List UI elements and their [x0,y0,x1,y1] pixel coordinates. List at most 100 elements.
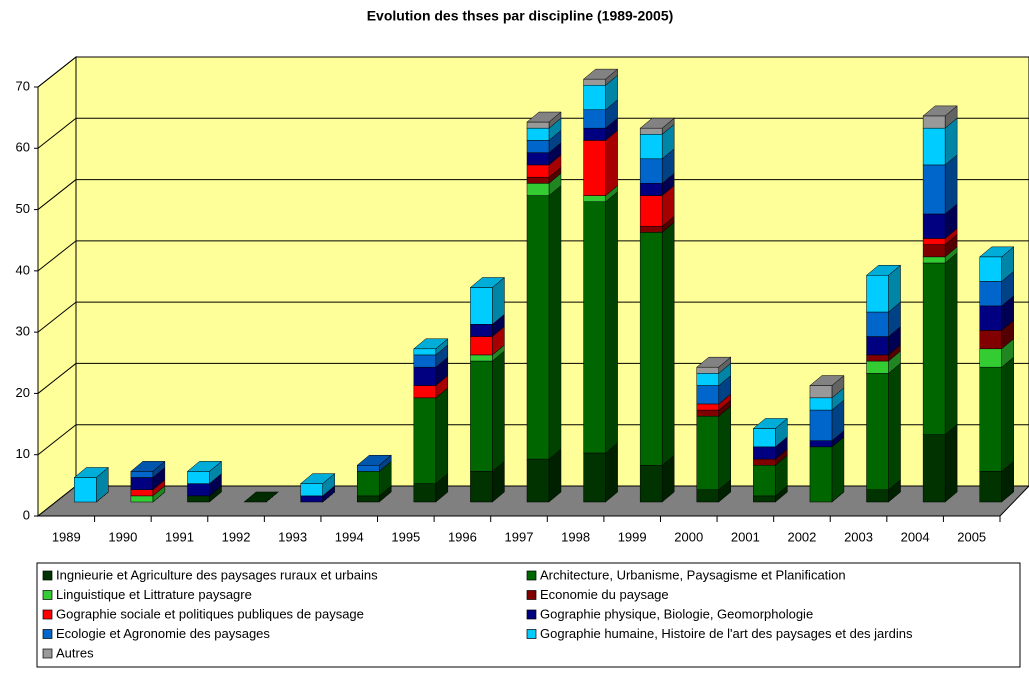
x-tick-label: 1990 [108,529,137,544]
bar-segment [639,127,663,135]
bar-segment [696,403,720,411]
bar-top [526,111,562,123]
x-tick-label: 2001 [731,529,760,544]
bar-segment [526,121,550,129]
x-tick-label: 1994 [335,529,364,544]
y-tick-label: 50 [16,201,30,216]
bar-segment [639,464,663,503]
bar-segment [583,78,606,86]
bar-segment [639,134,663,160]
legend-swatch [42,570,53,581]
bar-segment [866,311,889,337]
chart-title: Evolution des thses par discipline (1989… [367,8,674,24]
bar-segment [300,495,323,503]
bar-top [469,277,506,288]
x-tick-label: 2002 [787,529,816,544]
grid-line [37,117,77,149]
x-tick-label: 1996 [448,529,477,544]
legend-swatch [526,629,537,639]
grid-line [37,56,77,88]
bar-segment [413,483,437,503]
bar-segment [866,336,889,356]
bar-top [130,461,166,472]
bar-side [435,387,449,485]
bar-segment [470,336,493,356]
bar-segment [526,140,550,153]
bar-segment [187,471,210,484]
bar-segment [922,213,946,239]
bar-top [413,338,449,350]
bar-top [582,68,619,80]
bar-side [944,252,958,436]
bar-segment [866,274,889,313]
bar-top [73,467,109,478]
x-tick-label: 1993 [278,529,307,544]
legend-label: Architecture, Urbanisme, Paysagisme et P… [540,567,846,582]
bar-segment [639,183,663,196]
x-tick-label: 1999 [618,529,647,544]
bar-segment [300,483,323,497]
bar-segment [583,195,606,202]
bar-segment [809,397,833,411]
bar-segment [809,385,833,399]
legend-label: Economie du paysage [540,587,669,602]
bar-segment [583,127,606,141]
bar-segment [866,354,889,362]
bar-segment [753,495,776,503]
bar-segment [470,287,493,325]
bar-side [944,424,958,503]
legend-swatch [526,590,537,600]
bar-top [299,473,336,484]
y-tick-label: 40 [16,262,30,277]
bar-segment [922,164,946,215]
legend-swatch [526,609,537,620]
bar-segment [526,183,550,196]
bar-segment [753,458,776,466]
bar-segment [866,373,889,490]
bar-top [752,418,789,429]
bar-segment [979,330,1002,350]
bar-segment [979,305,1002,331]
bar-segment [696,366,720,374]
bar-segment [470,354,493,362]
grid-line [37,240,77,272]
legend-label: Autres [56,645,94,660]
bar-top [865,264,902,276]
bar-segment [639,225,663,233]
legend-label: Ingnieurie et Agriculture des paysages r… [56,567,378,582]
bar-top [979,246,1015,258]
bar-segment [413,397,437,484]
bar-segment [979,471,1002,503]
bar-segment [413,348,437,356]
bar-segment [979,256,1002,282]
bar-top [243,491,279,503]
y-tick-label: 70 [16,78,30,93]
bar-side [492,350,505,472]
y-tick-label: 30 [16,324,30,339]
x-tick-label: 2005 [957,529,986,544]
grid-line [37,424,77,456]
bar-segment [696,409,720,417]
bar-segment [130,477,154,490]
bar-side [718,405,732,491]
bar-segment [922,127,946,166]
bar-segment [356,471,380,497]
bar-segment [74,477,97,503]
x-tick-label: 1995 [391,529,420,544]
bar-segment [526,127,550,141]
bar-segment [696,415,720,490]
bar-side [888,362,901,491]
legend-label: Gographie humaine, Histoire de l'art des… [540,626,913,641]
bar-segment [526,164,550,178]
bar-segment [866,489,889,503]
side-wall [37,55,77,518]
bar-side [605,191,618,454]
bar-segment [922,115,946,129]
bar-segment [583,109,606,129]
bar-segment [922,262,946,435]
legend-label: Linguistique et Littrature paysagre [56,587,252,602]
grid-line [37,179,77,210]
bar-top [356,454,392,466]
bar-segment [809,440,833,448]
